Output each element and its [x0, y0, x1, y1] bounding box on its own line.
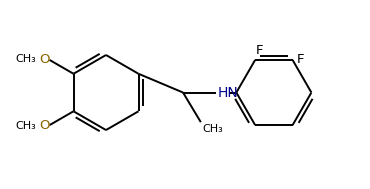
Text: F: F: [256, 44, 263, 57]
Text: CH₃: CH₃: [15, 54, 36, 64]
Text: F: F: [297, 53, 304, 66]
Text: HN: HN: [218, 86, 238, 100]
Text: O: O: [39, 53, 50, 67]
Text: CH₃: CH₃: [15, 121, 36, 131]
Text: CH₃: CH₃: [203, 124, 223, 134]
Text: O: O: [39, 119, 50, 132]
